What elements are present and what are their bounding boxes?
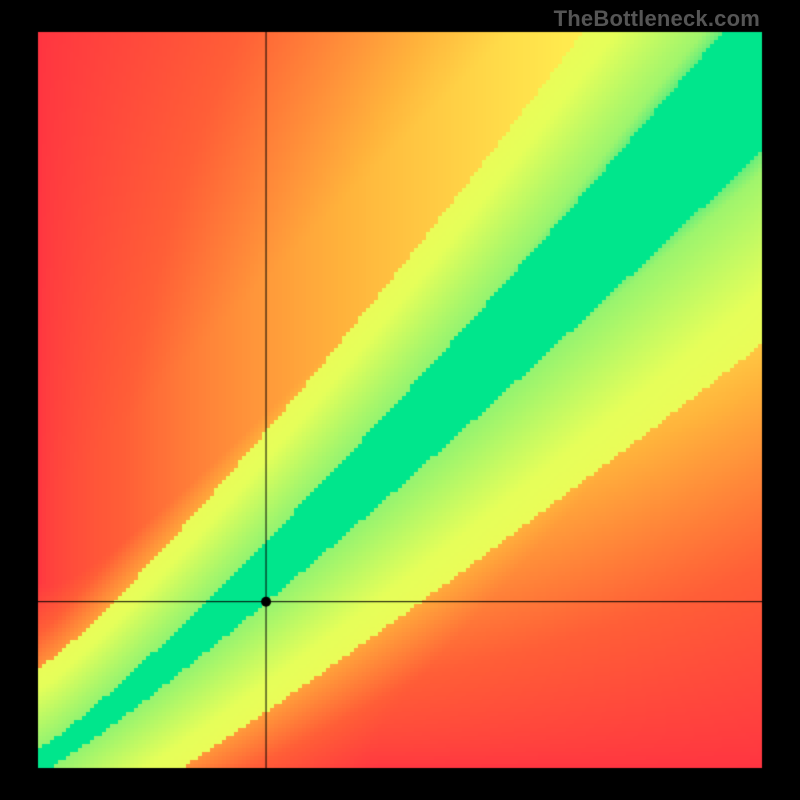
chart-container: TheBottleneck.com bbox=[0, 0, 800, 800]
watermark-text: TheBottleneck.com bbox=[554, 6, 760, 32]
bottleneck-heatmap bbox=[0, 0, 800, 800]
